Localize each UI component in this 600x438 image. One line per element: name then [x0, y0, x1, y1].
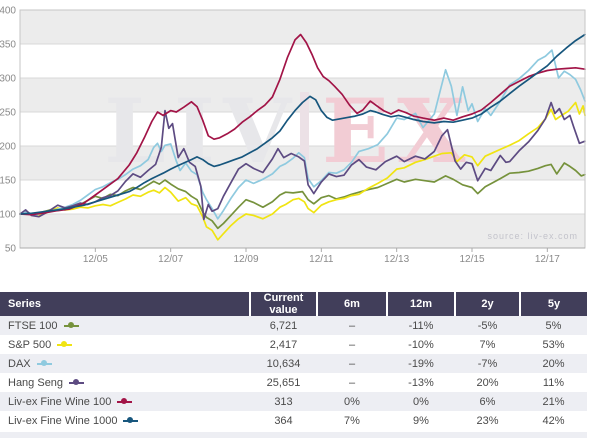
- watermark-ex: EX: [322, 79, 473, 183]
- plot-band: [20, 214, 585, 248]
- table-row: Liv-ex Fine Wine 100 313 0% 0% 6% 21%: [0, 392, 587, 411]
- series-marker-icon: [117, 398, 133, 405]
- y-axis-label: 150: [0, 176, 16, 187]
- table-header-row: Series Current value 6m 12m 2y 5y: [0, 292, 587, 316]
- 5y-cell: 11%: [520, 373, 587, 392]
- performance-chart: LIV EX source: liv-ex.com 50 100 150 200 250 300…: [0, 6, 586, 265]
- series-marker-icon: [36, 360, 52, 367]
- series-name-cell: S&P 500: [0, 335, 250, 354]
- 6m-cell: –: [317, 354, 387, 373]
- series-line-liv-ex-fine-wine-100: [19, 33, 586, 216]
- 12m-cell: -11%: [387, 316, 455, 335]
- x-axis-label: 12/15: [459, 254, 484, 265]
- 5y-cell: 42%: [520, 411, 587, 430]
- x-axis-label: 12/17: [535, 254, 560, 265]
- 12m-cell: 0%: [387, 392, 455, 411]
- 6m-cell: 0%: [317, 392, 387, 411]
- series-marker-icon: [63, 322, 79, 329]
- current-value-cell: 2,417: [250, 335, 317, 354]
- current-value-cell: 364: [250, 411, 317, 430]
- table-row: DAX 10,634– -19% -7% 20%: [0, 354, 587, 373]
- table-footer-strip: [0, 432, 587, 438]
- series-label: Liv-ex Fine Wine 1000: [8, 414, 118, 427]
- current-value-cell: 6,721: [250, 316, 317, 335]
- y-axis-label: 100: [0, 210, 16, 221]
- x-axis-label: 12/09: [233, 254, 258, 265]
- series-label: DAX: [8, 357, 31, 370]
- 2y-cell: 23%: [455, 411, 520, 430]
- 5y-cell: 21%: [520, 392, 587, 411]
- column-header-5y: 5y: [519, 292, 587, 316]
- marker-dot: [61, 341, 68, 348]
- 12m-cell: -10%: [387, 335, 455, 354]
- marker-dot: [40, 360, 47, 367]
- series-marker-icon: [57, 341, 73, 348]
- x-axis-label: 12/07: [158, 254, 183, 265]
- x-axis-label: 12/05: [83, 254, 108, 265]
- 6m-cell: –: [317, 373, 387, 392]
- marker-dot: [67, 322, 74, 329]
- series-name-cell: FTSE 100: [0, 316, 250, 335]
- 2y-cell: -7%: [455, 354, 520, 373]
- table-row: Liv-ex Fine Wine 1000 364 7% 9% 23% 42%: [0, 411, 587, 430]
- marker-dot: [121, 398, 128, 405]
- series-line-liv-ex-fine-wine-1000: [19, 33, 586, 215]
- 12m-cell: -13%: [387, 373, 455, 392]
- series-label: Liv-ex Fine Wine 100: [8, 395, 112, 408]
- series-line-s-p-500: [19, 101, 586, 241]
- 2y-cell: 7%: [455, 335, 520, 354]
- y-axis-label: 400: [0, 6, 16, 17]
- y-axis-label: 250: [0, 108, 16, 119]
- series-name-cell: Liv-ex Fine Wine 100: [0, 392, 250, 411]
- column-header-series: Series: [0, 292, 250, 316]
- plot-band: [20, 10, 585, 44]
- 6m-cell: 7%: [317, 411, 387, 430]
- watermark-divider: [300, 92, 309, 160]
- 2y-cell: 6%: [455, 392, 520, 411]
- 5y-cell: 5%: [520, 316, 587, 335]
- series-label: FTSE 100: [8, 319, 58, 332]
- 5y-cell: 20%: [520, 354, 587, 373]
- table-row: S&P 500 2,417– -10% 7% 53%: [0, 335, 587, 354]
- 6m-cell: –: [317, 335, 387, 354]
- y-axis-label: 300: [0, 74, 16, 85]
- current-value-cell: 313: [250, 392, 317, 411]
- series-name-cell: DAX: [0, 354, 250, 373]
- performance-table: Series Current value 6m 12m 2y 5y FTSE 100 6,7…: [0, 292, 587, 430]
- series-label: Hang Seng: [8, 376, 64, 389]
- 12m-cell: 9%: [387, 411, 455, 430]
- current-value-cell: 10,634: [250, 354, 317, 373]
- chart-canvas: LIV EX source: liv-ex.com 50 100 150 200 250 300…: [0, 6, 586, 265]
- current-value-cell: 25,651: [250, 373, 317, 392]
- y-axis-label: 200: [0, 142, 16, 153]
- 2y-cell: -5%: [455, 316, 520, 335]
- series-name-cell: Hang Seng: [0, 373, 250, 392]
- column-header-2y: 2y: [454, 292, 520, 316]
- x-axis-label: 12/13: [384, 254, 409, 265]
- series-marker-icon: [69, 379, 85, 386]
- series-marker-icon: [123, 417, 139, 424]
- 6m-cell: –: [317, 316, 387, 335]
- x-axis-label: 12/11: [309, 254, 334, 265]
- 5y-cell: 53%: [520, 335, 587, 354]
- 2y-cell: 20%: [455, 373, 520, 392]
- source-note: source: liv-ex.com: [487, 231, 578, 241]
- y-axis-label: 50: [5, 244, 17, 255]
- 12m-cell: -19%: [387, 354, 455, 373]
- column-header-6m: 6m: [316, 292, 387, 316]
- table-row: Hang Seng 25,651– -13% 20% 11%: [0, 373, 587, 392]
- y-axis-label: 350: [0, 40, 16, 51]
- marker-dot: [73, 379, 80, 386]
- column-header-current-value: Current value: [249, 292, 317, 316]
- marker-dot: [127, 417, 134, 424]
- watermark-liv: LIV: [104, 79, 299, 183]
- series-name-cell: Liv-ex Fine Wine 1000: [0, 411, 250, 430]
- table-row: FTSE 100 6,721– -11% -5% 5%: [0, 316, 587, 335]
- series-line-hang-seng: [19, 101, 586, 221]
- column-header-12m: 12m: [386, 292, 455, 316]
- series-label: S&P 500: [8, 338, 52, 351]
